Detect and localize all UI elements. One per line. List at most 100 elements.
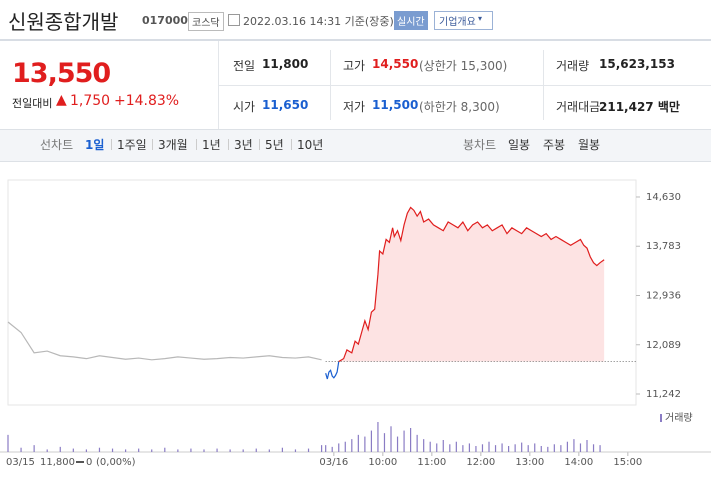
volume-bar (436, 443, 438, 452)
stat-label: 거래대금 (556, 100, 601, 114)
price-line (7, 321, 322, 361)
price-line (338, 206, 605, 363)
volume-bar (410, 428, 412, 452)
y-tick-label: 13,783 (646, 241, 681, 252)
legend-label: 거래량 (665, 412, 693, 424)
stat-extra: (상한가 15,300) (419, 59, 508, 73)
volume-bar (138, 448, 140, 452)
volume-bar (177, 449, 179, 452)
legend-swatch (660, 414, 662, 422)
up-arrow: ▲ (56, 92, 67, 108)
volume-bar (281, 447, 283, 452)
y-tick-label: 11,242 (646, 389, 681, 400)
volume-bar (320, 445, 323, 452)
volume-bar (429, 441, 431, 452)
y-tick-label: 12,089 (646, 340, 681, 351)
volume-bar (216, 448, 218, 452)
x-tick-label: 03/16 (319, 457, 348, 468)
volume-bar (344, 441, 346, 452)
stat-value: 15,623,153 (599, 57, 675, 71)
tab[interactable]: 주봉 (543, 138, 566, 152)
stat-value: 11,650 (262, 98, 309, 112)
area-fill (338, 207, 605, 362)
tab-separator (291, 139, 292, 150)
volume-bar (357, 434, 359, 452)
stat-label: 전일 (233, 59, 256, 73)
tab[interactable]: 10년 (297, 138, 324, 152)
volume-bar (164, 447, 166, 452)
footer-change-pct: (0,00%) (96, 457, 136, 468)
x-tick-label: 15:00 (613, 457, 642, 468)
volume-bar (599, 445, 601, 452)
volume-bar (481, 444, 484, 452)
volume-bar (229, 449, 231, 452)
volume-bar (383, 433, 386, 452)
stat-value: 11,800 (262, 57, 309, 71)
tab-separator (259, 139, 260, 150)
volume-bar (592, 444, 595, 452)
change-pct: +14.83% (114, 93, 180, 109)
volume-bar (390, 426, 392, 452)
tab-separator (228, 139, 229, 150)
volume-bar (255, 448, 257, 452)
volume-bar (521, 442, 523, 452)
volume-bar (351, 439, 353, 452)
volume-bar (573, 439, 575, 452)
stat-label: 고가 (343, 59, 366, 73)
volume-bar (268, 449, 270, 452)
x-tick-label: 11:00 (417, 457, 446, 468)
volume-bar (294, 449, 297, 452)
stock-name: 신원종합개발 (8, 10, 119, 34)
tab[interactable]: 일봉 (508, 138, 531, 152)
stat-value: 211,427 백만 (599, 100, 680, 114)
volume-bar (98, 447, 101, 452)
volume-bar (547, 446, 549, 452)
tab[interactable]: 3년 (234, 138, 253, 152)
change: 1,750 (70, 93, 111, 109)
price-line (325, 361, 340, 380)
volume-bar (514, 444, 516, 452)
volume-bar (488, 441, 490, 452)
tab[interactable]: 1년 (202, 138, 221, 152)
x-tick-label: 12:00 (466, 457, 495, 468)
volume-bar (377, 422, 379, 452)
tab[interactable]: 1주일 (117, 138, 147, 152)
tab[interactable]: 3개월 (158, 138, 188, 152)
volume-bar (586, 440, 588, 452)
volume-bar (534, 443, 536, 452)
volume-bar (396, 436, 399, 452)
volume-bar (508, 446, 510, 452)
volume-bar (527, 445, 529, 452)
volume-bar (111, 448, 114, 452)
y-tick-label: 12,936 (646, 290, 681, 301)
volume-bar (59, 446, 61, 452)
stat-value: 14,550 (372, 57, 419, 71)
footer-date: 03/15 (6, 457, 35, 468)
tab[interactable]: 5년 (265, 138, 284, 152)
market-tag: 코스닥 (188, 12, 224, 31)
tab[interactable]: 1일 (85, 138, 105, 152)
volume-bar (33, 445, 35, 452)
volume-bar (455, 441, 457, 452)
tab[interactable]: 월봉 (578, 138, 601, 152)
volume-bar (566, 441, 569, 452)
volume-bar (46, 449, 48, 452)
dropdown-arrow: ▾ (478, 14, 483, 23)
company-button[interactable]: 기업개요 (434, 11, 493, 30)
stat-label: 저가 (343, 100, 366, 114)
stat-value: 11,500 (372, 98, 419, 112)
x-tick-label: 14:00 (564, 457, 593, 468)
stock-code: 017000 (142, 14, 188, 27)
x-tick-label: 10:00 (368, 457, 397, 468)
volume-bar (553, 444, 555, 452)
volume-bar (579, 443, 582, 452)
tab-separator (152, 139, 153, 150)
change-label: 전일대비 (12, 97, 53, 110)
volume-bar (190, 448, 192, 452)
volume-bar (449, 444, 451, 452)
plot-frame (7, 179, 637, 406)
divider (0, 39, 711, 41)
tab-bar (0, 129, 711, 162)
volume-bar (20, 447, 22, 452)
